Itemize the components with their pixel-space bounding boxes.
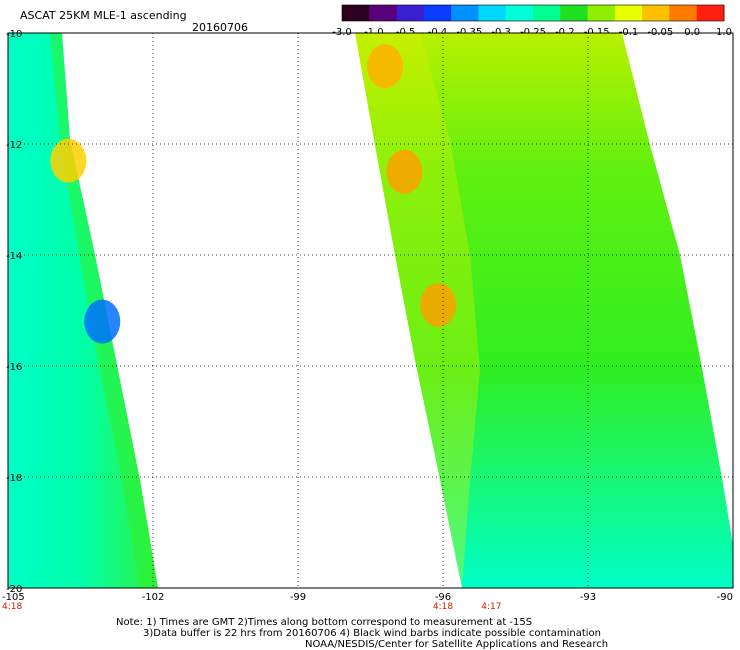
footer-note-line2: 3)Data buffer is 22 hrs from 20160706 4)… [143,628,601,639]
color-scale-swatch [669,5,698,21]
color-scale-swatch [396,5,425,21]
longitude-tick-label: -105 [2,592,25,603]
east-swath [355,33,733,588]
color-scale-swatch [423,5,452,21]
pass-time-label: 4:17 [481,602,501,612]
latitude-tick-label: -18 [6,473,22,484]
longitude-tick-label: -99 [290,592,306,603]
longitude-tick-label: -102 [142,592,165,603]
color-scale-swatch [614,5,643,21]
east-swath-patch [420,282,457,327]
longitude-tick-label: -96 [435,592,451,603]
color-scale-swatch [369,5,398,21]
color-scale-swatch [533,5,561,21]
pass-time-labels: 4:18 4:18 4:17 [2,602,501,612]
latitude-tick-label: -10 [6,29,22,40]
east-swath-patch [386,149,423,194]
product-title: ASCAT 25KM MLE-1 ascending [20,9,187,22]
map-frame [7,32,734,589]
latitude-tick-label: -12 [6,140,22,151]
latitude-tick-label: -14 [6,251,22,262]
footer-note-line1: Note: 1) Times are GMT 2)Times along bot… [116,617,532,628]
pass-time-label: 4:18 [433,602,453,612]
east-swath-patch [367,44,403,89]
color-scale-frame [341,4,725,22]
color-scale-bar [341,4,725,22]
color-scale-swatch [587,5,616,21]
graticule [7,32,734,589]
east-swath-west-edge-tint [355,33,480,588]
longitude-labels: -105 -102 -99 -96 -93 -90 [2,592,733,603]
longitude-tick-label: -90 [717,592,733,603]
west-swath-patch [84,299,121,344]
anomaly-patches [50,44,457,344]
longitude-tick-label: -93 [580,592,596,603]
pass-time-label: 4:18 [2,602,22,612]
latitude-labels: -10 -12 -14 -16 -18 -20 [6,29,22,595]
color-scale-swatch [642,5,670,21]
color-scale-swatch [696,5,725,21]
color-scale-swatch [560,5,589,21]
footer-credit: NOAA/NESDIS/Center for Satellite Applica… [305,639,608,650]
color-scale-swatch [342,5,370,21]
color-scale-swatch [451,5,479,21]
product-date: 20160706 [192,21,248,34]
west-swath-patch [50,138,87,183]
latitude-tick-label: -16 [6,362,22,373]
latitude-tick-label: -20 [6,584,22,595]
color-scale-swatch [478,5,507,21]
color-scale-swatch [505,5,534,21]
swath-layer [8,33,733,588]
